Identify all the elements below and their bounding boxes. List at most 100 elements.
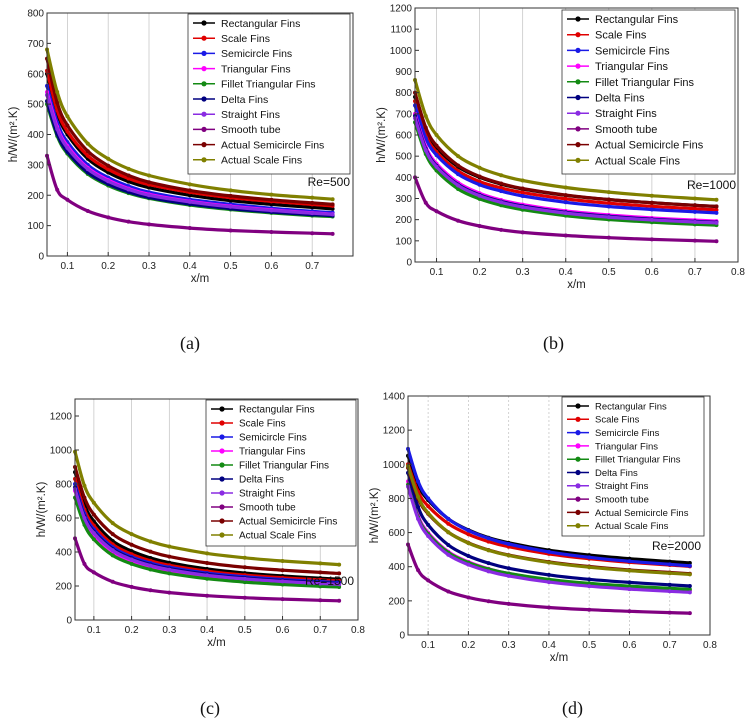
y-tick-label: 800	[27, 9, 44, 20]
y-tick-label: 800	[395, 88, 412, 99]
data-point	[110, 553, 115, 558]
data-point	[714, 207, 719, 212]
legend-entry-label: Fillet Triangular Fins	[595, 77, 695, 89]
series-line-actual-scale-fins	[45, 47, 335, 201]
y-tick-label: 800	[55, 480, 72, 491]
legend-swatch-marker	[575, 110, 581, 116]
legend-swatch-marker	[219, 434, 225, 440]
data-point	[423, 125, 428, 130]
data-point	[310, 231, 315, 236]
y-tick-label: 0	[399, 631, 405, 642]
data-point	[477, 165, 482, 170]
x-tick-label: 0.5	[238, 625, 252, 636]
y-tick-label: 0	[38, 252, 44, 263]
data-point	[65, 114, 70, 119]
data-point	[330, 202, 335, 207]
data-point	[456, 172, 461, 177]
data-point	[167, 544, 172, 549]
data-point	[506, 553, 511, 558]
data-point	[477, 193, 482, 198]
data-point	[337, 571, 342, 576]
data-point	[714, 204, 719, 209]
y-tick-label: 400	[395, 173, 412, 184]
legend-swatch-marker	[575, 496, 581, 502]
data-point	[318, 584, 323, 589]
legend-swatch-marker	[201, 81, 207, 87]
data-point	[606, 197, 611, 202]
data-point	[82, 561, 87, 566]
caption-b: (b)	[543, 333, 564, 353]
data-point	[606, 235, 611, 240]
data-point	[627, 559, 632, 564]
x-axis-label: x/m	[567, 279, 586, 291]
data-point	[129, 561, 134, 566]
x-tick-label: 0.2	[101, 261, 115, 272]
data-point	[148, 563, 153, 568]
data-point	[55, 89, 60, 94]
legend-entry-label: Straight Fins	[595, 481, 649, 492]
legend-swatch-marker	[575, 443, 581, 449]
data-point	[310, 211, 315, 216]
data-point	[82, 516, 87, 520]
data-point	[187, 182, 192, 187]
legend-entry-label: Delta Fins	[595, 92, 645, 104]
data-point	[520, 204, 525, 209]
y-tick-label: 300	[27, 160, 44, 171]
legend-entry-label: Actual Scale Fins	[595, 155, 680, 167]
data-point	[228, 188, 233, 193]
x-tick-label: 0.6	[264, 261, 278, 272]
x-tick-label: 0.8	[703, 640, 717, 651]
data-point	[106, 163, 111, 168]
chart-panel-a: 0 100 200 300 400 500 600 700 800 0.1 0.2 0.3 0.4 0.5…	[8, 9, 354, 285]
data-point	[499, 227, 504, 232]
legend-entry-label: Scale Fins	[221, 33, 270, 45]
y-tick-label: 800	[388, 494, 405, 505]
data-point	[486, 539, 491, 544]
data-point	[85, 209, 90, 214]
data-point	[546, 580, 551, 585]
data-point	[692, 209, 697, 214]
data-point	[337, 598, 342, 603]
data-point	[205, 573, 210, 578]
legend-entry-label: Smooth tube	[239, 503, 296, 514]
x-tick-label: 0.6	[623, 640, 637, 651]
data-point	[126, 219, 131, 224]
y-tick-label: 1200	[50, 412, 73, 423]
annotation-reynolds: Re=500	[308, 175, 351, 189]
data-point	[446, 521, 451, 526]
data-point	[416, 479, 421, 484]
data-point	[587, 565, 592, 570]
legend-entry-label: Semicircle Fins	[595, 45, 670, 57]
y-tick-label: 400	[27, 130, 44, 141]
data-point	[91, 570, 96, 575]
y-tick-label: 700	[27, 39, 44, 50]
data-point	[330, 231, 335, 236]
data-point	[269, 197, 274, 202]
data-point	[692, 196, 697, 201]
data-point	[546, 572, 551, 577]
data-point	[434, 164, 439, 169]
data-point	[129, 542, 134, 547]
legend-entry-label: Actual Scale Fins	[221, 155, 302, 167]
legend: Rectangular Fins Scale Fins Semicircle Fin…	[205, 399, 357, 547]
data-point	[426, 578, 431, 583]
x-tick-label: 0.2	[461, 640, 475, 651]
data-point	[627, 568, 632, 573]
data-point	[148, 567, 153, 572]
data-point	[466, 541, 471, 546]
data-point	[55, 127, 60, 132]
data-point	[423, 148, 428, 153]
x-tick-label: 0.3	[162, 625, 176, 636]
data-point	[416, 568, 421, 573]
data-point	[148, 539, 153, 544]
data-point	[82, 522, 87, 527]
data-point	[280, 582, 285, 587]
data-point	[606, 201, 611, 206]
data-point	[446, 530, 451, 535]
data-point	[486, 548, 491, 553]
data-point	[627, 580, 632, 585]
y-tick-label: 600	[55, 514, 72, 525]
legend-entry-label: Actual Semicircle Fins	[221, 139, 324, 151]
y-tick-label: 1400	[383, 392, 406, 403]
data-point	[110, 548, 115, 553]
